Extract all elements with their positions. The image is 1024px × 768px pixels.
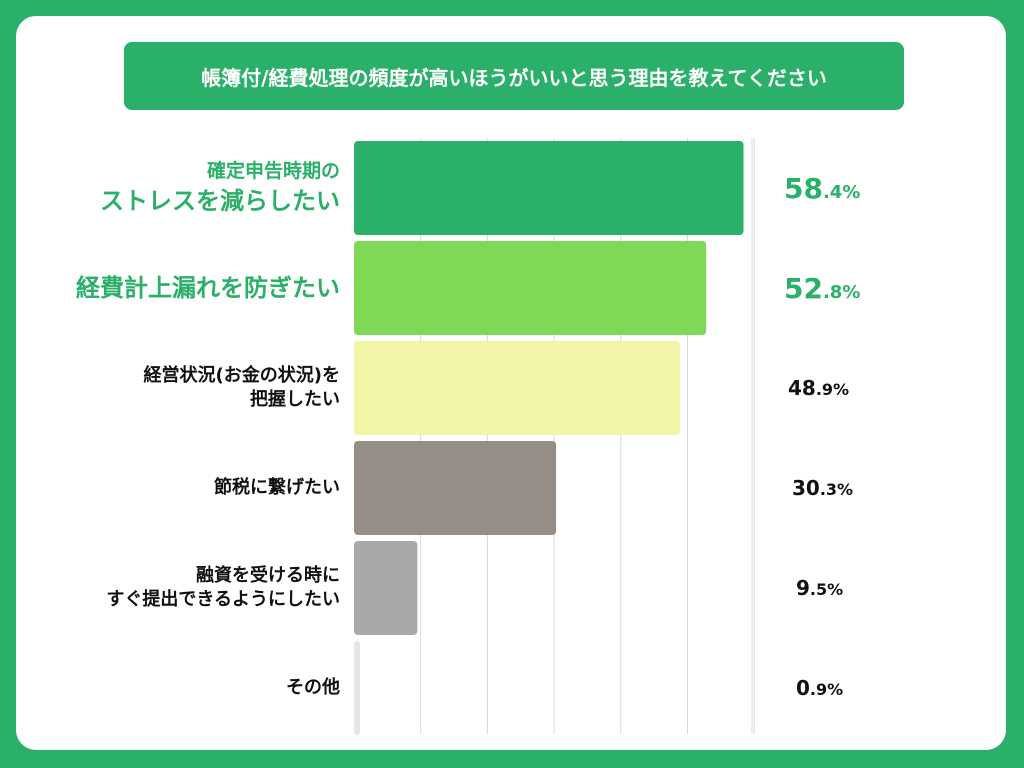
- value-int: 58: [784, 171, 823, 205]
- bar-1: [354, 141, 744, 235]
- value-int: 30: [792, 476, 820, 500]
- value-label-2: 52.8%: [784, 272, 860, 305]
- value-label-5: 9.5%: [796, 576, 843, 600]
- bar-5: [354, 541, 418, 635]
- category-label-6: その他: [286, 676, 340, 700]
- value-int: 9: [796, 576, 810, 600]
- category-label-line: 確定申告時期の: [206, 159, 340, 182]
- category-label-1: 確定申告時期のストレスを減らしたい: [100, 159, 340, 217]
- value-dec: .5%: [809, 580, 844, 599]
- category-label-line: 節税に繋げたい: [214, 476, 340, 498]
- category-label-line: 融資を受ける時に: [196, 564, 340, 586]
- category-label-4: 節税に繋げたい: [214, 476, 340, 500]
- value-int: 0: [796, 676, 810, 700]
- value-dec: .4%: [822, 181, 861, 203]
- bar-4: [354, 441, 557, 535]
- value-int: 48: [788, 376, 816, 400]
- chart-title: 帳簿付/経費処理の頻度が高いほうがいいと思う理由を教えてください: [124, 42, 904, 110]
- value-label-3: 48.9%: [788, 376, 849, 400]
- value-label-1: 58.4%: [784, 172, 860, 205]
- category-label-line: 経費計上漏れを防ぎたい: [76, 273, 340, 302]
- category-label-line: 把握したい: [250, 389, 340, 410]
- value-label-6: 0.9%: [796, 676, 843, 700]
- category-label-line: ストレスを減らしたい: [100, 186, 340, 215]
- value-dec: .9%: [809, 680, 844, 699]
- bar-2: [354, 241, 707, 335]
- value-int: 52: [784, 271, 823, 305]
- bar-6: [354, 641, 361, 735]
- value-dec: .8%: [822, 281, 861, 303]
- category-label-2: 経費計上漏れを防ぎたい: [76, 272, 340, 304]
- value-label-4: 30.3%: [792, 476, 853, 500]
- category-label-line: その他: [286, 676, 340, 698]
- value-dec: .9%: [815, 380, 850, 399]
- category-label-5: 融資を受ける時にすぐ提出できるようにしたい: [106, 564, 340, 613]
- category-label-line: 経営状況(お金の状況)を: [143, 364, 340, 386]
- bar-3: [354, 341, 681, 435]
- value-dec: .3%: [819, 480, 854, 499]
- category-label-3: 経営状況(お金の状況)を把握したい: [144, 364, 340, 413]
- category-label-line: すぐ提出できるようにしたい: [106, 589, 340, 610]
